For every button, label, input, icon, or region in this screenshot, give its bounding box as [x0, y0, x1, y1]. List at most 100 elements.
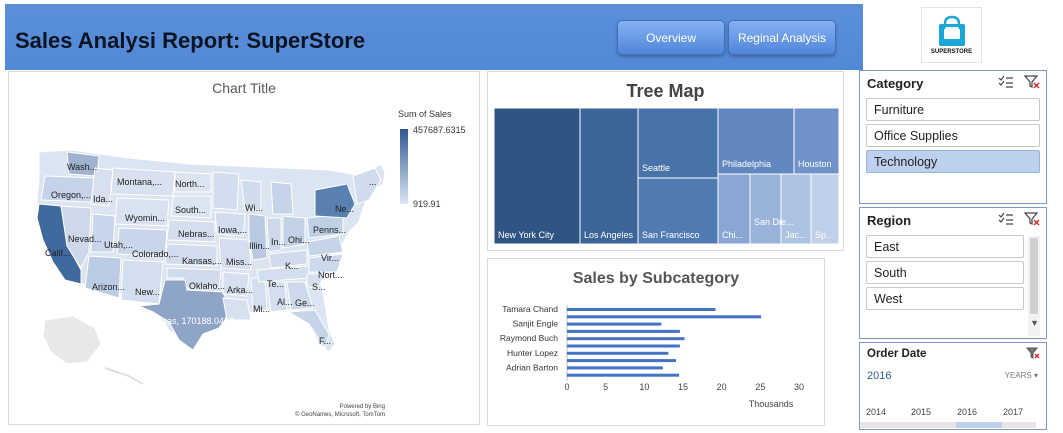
map-credit-bing: Powered by Bing: [339, 404, 385, 410]
region-item-east[interactable]: East: [866, 235, 1024, 258]
subcategory-bar-chart: Tamara Chand Sanjit Engle Raymond Buch Hunt…: [500, 304, 804, 409]
bar-category-label: Hunter Lopez: [507, 348, 558, 358]
state-label: Arka...: [227, 285, 253, 295]
regional-analysis-button[interactable]: Reginal Analysis: [728, 20, 836, 55]
state-michigan: [270, 181, 294, 215]
state-virginia: [306, 235, 344, 257]
scroll-down-icon[interactable]: ▼: [1030, 318, 1039, 328]
state-arkansas: [222, 271, 250, 297]
state-label: Utah,...: [104, 240, 133, 250]
state-label: Wash...: [67, 162, 97, 172]
state-north-dakota: [174, 171, 212, 193]
x-tick-label: 30: [794, 382, 804, 392]
bar-category-label: Tamara Chand: [502, 304, 558, 314]
bar-category-label: Adrian Barton: [506, 362, 558, 372]
state-label: ...: [369, 177, 377, 187]
bar-category-label: Sanjit Engle: [513, 319, 559, 329]
state-label: Miss...: [226, 257, 252, 267]
timeline-toolbar: [1026, 347, 1040, 359]
clear-filter-icon[interactable]: [1024, 212, 1040, 226]
state-label: Penns...: [313, 225, 346, 235]
region-item-west[interactable]: West: [866, 287, 1024, 310]
region-item-south[interactable]: South: [866, 261, 1024, 284]
state-label: South...: [175, 205, 206, 215]
state-label: In...: [271, 237, 286, 247]
category-item-technology[interactable]: Technology: [866, 150, 1040, 173]
legend-min-value: 919.91: [413, 199, 441, 209]
state-nebraska: [166, 219, 216, 243]
tile-label: Sp...: [815, 230, 834, 240]
state-kentucky: [268, 249, 308, 269]
category-item-furniture[interactable]: Furniture: [866, 98, 1040, 121]
region-slicer: Region East South West ▼: [859, 207, 1047, 339]
multi-select-icon[interactable]: [998, 75, 1014, 89]
tile-springfield: [810, 173, 840, 245]
state-label: Iowa,...: [218, 225, 247, 235]
clear-filter-icon[interactable]: [1024, 75, 1040, 89]
tile-label: Philadelphia: [722, 159, 771, 169]
tile-label-group: New York City Los Angeles Seattle San Fr…: [498, 159, 834, 240]
slicer-toolbar: [998, 212, 1040, 226]
state-label: Oregon,...: [51, 190, 91, 200]
tile-san-francisco: [637, 177, 719, 245]
order-date-title: Order Date: [867, 348, 927, 360]
state-missouri: [218, 237, 252, 271]
state-south-carolina: [306, 273, 326, 291]
state-iowa: [214, 211, 246, 237]
legend-color-scale: [400, 129, 408, 204]
state-louisiana: [222, 297, 252, 321]
bar: [567, 337, 685, 341]
overview-button[interactable]: Overview: [617, 20, 725, 55]
legend-max-value: 457687.6315: [413, 125, 466, 135]
category-item-office-supplies[interactable]: Office Supplies: [866, 124, 1040, 147]
slicer-toolbar: [998, 75, 1040, 89]
tree-map: New York City Los Angeles Seattle San Fr…: [493, 107, 840, 245]
multi-select-icon[interactable]: [998, 212, 1014, 226]
state-label: Te...: [267, 279, 284, 289]
x-tick-label: 25: [755, 382, 765, 392]
tile-san-diego: [749, 173, 782, 245]
timeline-year-2017[interactable]: 2017: [1003, 407, 1024, 417]
state-arizona: [84, 255, 122, 299]
state-nevada: [60, 205, 92, 270]
state-ohio: [282, 215, 306, 249]
tile-label: Jac...: [785, 230, 807, 240]
tree-map-title: Tree Map: [626, 81, 705, 101]
state-label: Ne...: [335, 204, 354, 214]
state-idaho: [90, 167, 114, 207]
state-label-texas: Texas, 170188.0458: [153, 316, 234, 326]
state-new-york: [314, 183, 356, 219]
timeline-year-2014[interactable]: 2014: [866, 407, 887, 417]
bar: [567, 351, 669, 355]
region-slicer-title: Region: [867, 213, 912, 228]
time-level-dropdown[interactable]: YEARS ▾: [1005, 371, 1038, 380]
state-alaska: [42, 315, 102, 365]
state-label: Ge...: [295, 298, 315, 308]
state-label: Ohi...: [288, 235, 310, 245]
region-scroll-thumb[interactable]: [1030, 238, 1038, 314]
tile-label: San Die...: [754, 217, 794, 227]
state-label: Mi...: [253, 304, 270, 314]
bar: [567, 359, 677, 363]
x-tick-label: 10: [639, 382, 649, 392]
x-tick-label: 0: [564, 382, 569, 392]
state-label: F...: [319, 336, 331, 346]
tile-label: Chi...: [722, 230, 743, 240]
state-utah: [90, 213, 116, 253]
tile-label: Los Angeles: [584, 230, 634, 240]
timeline-year-2015[interactable]: 2015: [911, 407, 932, 417]
clear-filter-icon[interactable]: [1026, 347, 1040, 359]
tile-jacksonville: [780, 173, 812, 245]
bar: [567, 344, 680, 348]
state-alabama: [266, 281, 288, 313]
timeline-year-2016[interactable]: 2016: [957, 407, 978, 417]
state-north-carolina: [308, 253, 344, 273]
page-title: Sales Analysi Report: SuperStore: [15, 28, 366, 53]
tile-chicago: [717, 173, 751, 245]
timeline-track[interactable]: [860, 422, 1036, 428]
state-label: Colorado,...: [132, 249, 179, 259]
timeline-selection[interactable]: [956, 422, 1002, 428]
state-minnesota: [212, 171, 240, 211]
state-florida: [287, 309, 330, 350]
category-slicer: Category Furniture Office Supplies Techn…: [859, 70, 1047, 204]
